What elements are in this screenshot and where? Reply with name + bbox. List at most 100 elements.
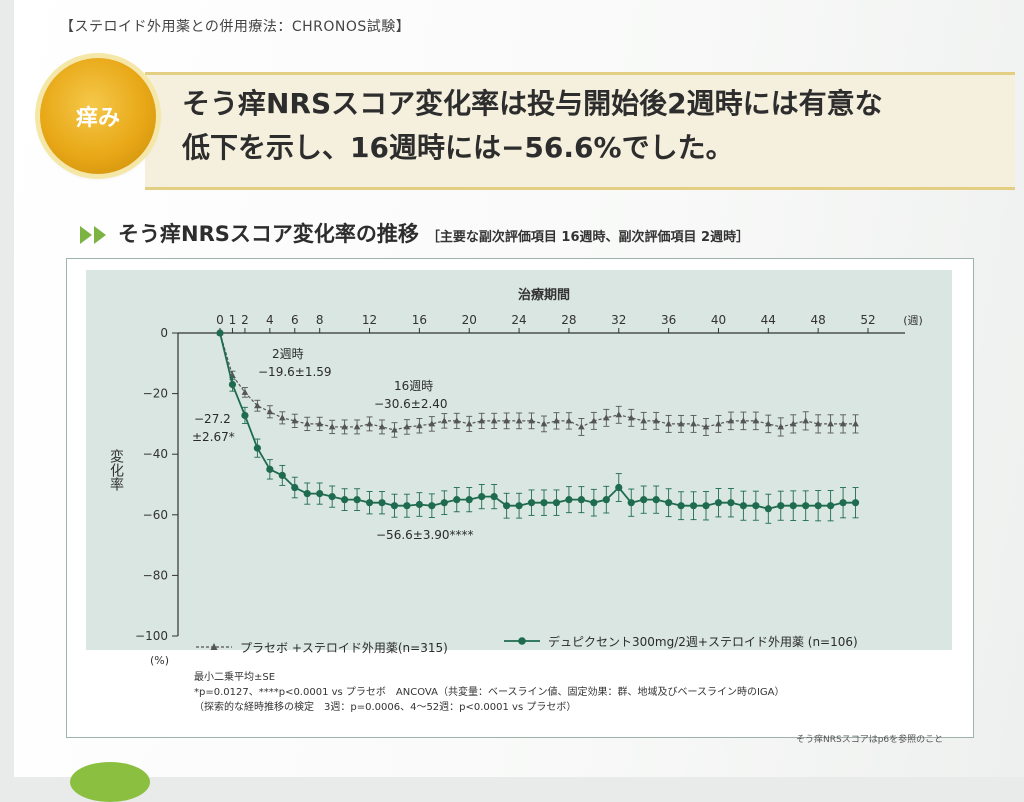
dupixent-point xyxy=(341,496,349,504)
dupixent-point xyxy=(266,465,274,473)
dupixent-point xyxy=(714,499,723,507)
dupixent-point xyxy=(739,502,747,510)
double-chevron-icon xyxy=(80,226,108,244)
placebo-point xyxy=(540,420,548,427)
dupixent-point xyxy=(378,499,386,507)
placebo-point xyxy=(839,420,847,427)
dupixent-point xyxy=(789,502,797,510)
section-heading: そう痒NRSスコア変化率の推移 ［主要な副次評価項目 16週時、副次評価項目 2… xyxy=(80,218,749,248)
legend-dupixent-marker xyxy=(518,637,526,645)
placebo-point xyxy=(665,420,672,427)
x-axis-label: 治療期間 xyxy=(518,287,570,303)
placebo-point xyxy=(515,417,523,424)
placebo-point xyxy=(802,417,809,424)
dupixent-point xyxy=(540,499,548,507)
placebo-point xyxy=(291,417,299,424)
legend-placebo-label: プラセボ +ステロイド外用薬(n=315) xyxy=(240,641,448,655)
annotation-label: −19.6±1.59 xyxy=(258,365,332,379)
x-tick-label: 40 xyxy=(711,313,726,327)
placebo-point xyxy=(740,417,747,424)
placebo-point xyxy=(814,420,822,427)
dupixent-point xyxy=(665,499,673,507)
dupixent-point xyxy=(228,380,237,389)
dupixent-point xyxy=(403,502,411,510)
placebo-point xyxy=(852,420,859,427)
placebo-point xyxy=(428,420,436,427)
dupixent-point xyxy=(577,496,585,504)
x-tick-label: 32 xyxy=(611,313,626,327)
placebo-point xyxy=(715,420,722,427)
section-subtitle: ［主要な副次評価項目 16週時、副次評価項目 2週時］ xyxy=(426,230,750,245)
dupixent-point xyxy=(677,502,685,510)
y-tick-label: −20 xyxy=(143,387,168,401)
y-unit-label: (%) xyxy=(150,654,169,667)
dupixent-point xyxy=(615,483,623,492)
footnote-3: （探索的な経時推移の検定 3週：p=0.0006、4～52週：p<0.0001 … xyxy=(194,702,577,713)
placebo-point xyxy=(341,423,348,430)
dupixent-point xyxy=(415,500,423,509)
dupixent-point xyxy=(827,502,835,510)
placebo-point xyxy=(553,417,560,424)
dupixent-point xyxy=(814,502,822,510)
placebo-point xyxy=(652,417,660,424)
annotation-label: 16週時 xyxy=(394,379,433,393)
study-tag: 【ステロイド外用薬との併用療法：CHRONOS試験】 xyxy=(60,19,411,35)
placebo-point xyxy=(765,420,772,427)
annotation-label: −56.6±3.90**** xyxy=(376,528,474,542)
dupixent-point xyxy=(777,502,785,510)
dupixent-point xyxy=(328,493,336,501)
dupixent-point xyxy=(552,499,561,507)
placebo-point xyxy=(640,417,647,424)
dupixent-point xyxy=(851,499,860,507)
dupixent-point xyxy=(727,499,735,507)
dupixent-point xyxy=(353,496,361,504)
x-tick-label: 1 xyxy=(229,313,237,327)
annotation-label: ±2.67* xyxy=(192,430,235,444)
placebo-point xyxy=(503,417,510,424)
dupixent-point xyxy=(291,483,299,492)
placebo-point xyxy=(353,423,361,430)
dupixent-point xyxy=(702,502,710,510)
placebo-series-line xyxy=(219,332,856,431)
dupixent-point xyxy=(565,496,573,504)
placebo-point xyxy=(690,420,697,427)
x-tick-label: 24 xyxy=(511,313,526,327)
dupixent-point xyxy=(590,499,598,507)
placebo-point xyxy=(789,420,797,427)
y-axis-label: 変化率 xyxy=(108,448,124,491)
placebo-point xyxy=(603,414,610,421)
footnote-1: 最小二乗平均±SE xyxy=(194,672,276,683)
placebo-point xyxy=(266,408,274,415)
y-tick-label: −80 xyxy=(143,568,168,582)
placebo-point xyxy=(391,426,398,433)
dupixent-point xyxy=(440,499,448,507)
dupixent-point xyxy=(689,502,698,510)
placebo-point xyxy=(528,417,535,424)
dupixent-point xyxy=(602,496,610,504)
placebo-point xyxy=(727,417,735,424)
dupixent-point xyxy=(465,496,473,504)
legend-placebo-marker xyxy=(210,643,218,650)
dupixent-point xyxy=(764,505,772,513)
annotation-label: −30.6±2.40 xyxy=(374,397,448,411)
placebo-point xyxy=(677,420,685,427)
placebo-point xyxy=(441,417,448,424)
placebo-point xyxy=(777,423,785,430)
dupixent-series-line xyxy=(219,332,856,510)
x-tick-label: 20 xyxy=(462,313,477,327)
placebo-point xyxy=(328,423,336,430)
x-tick-label: 8 xyxy=(316,313,324,327)
dupixent-point xyxy=(453,496,461,504)
itch-badge: 痒み xyxy=(40,58,156,174)
x-tick-label: 2 xyxy=(241,313,249,327)
placebo-point xyxy=(254,402,261,409)
placebo-point xyxy=(416,422,423,429)
placebo-point xyxy=(303,420,311,427)
placebo-point xyxy=(590,417,598,424)
dupixent-point xyxy=(839,499,847,507)
dupixent-point xyxy=(627,499,635,507)
dupixent-point xyxy=(515,502,523,510)
x-tick-label: 0 xyxy=(216,313,224,327)
dupixent-point xyxy=(490,493,498,501)
